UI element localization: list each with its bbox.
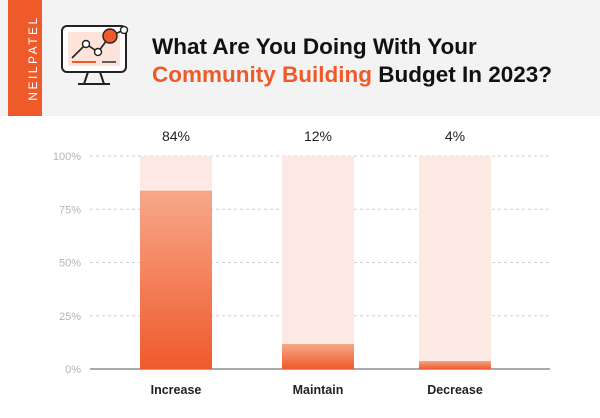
data-labels: 84% 12% 4% [162,128,465,144]
title-highlight: Community Building [152,62,372,87]
data-label: 4% [445,128,465,144]
bar [282,343,354,369]
bar-background [282,156,354,369]
bar [140,190,212,369]
bar-background [419,156,491,369]
category-label: Maintain [293,383,344,397]
brand-logo: NEILPATEL [26,15,40,101]
chart-title: What Are You Doing With Your Community B… [152,33,582,89]
bar-chart: 0% 25% 50% 75% 100% 84% 12% 4% Increase Maintai… [53,128,550,397]
y-axis-ticks: 0% 25% 50% 75% 100% [53,151,81,376]
title-rest: Budget In 2023? [371,62,553,87]
bar [419,360,491,369]
category-label: Decrease [427,383,483,397]
data-label: 84% [162,128,190,144]
category-label: Increase [151,383,202,397]
y-tick-label: 0% [65,364,81,376]
category-labels: Increase Maintain Decrease [151,383,483,397]
y-tick-label: 50% [59,258,81,270]
data-label: 12% [304,128,332,144]
title-line-1: What Are You Doing With Your [152,34,477,59]
analytics-monitor-icon [61,25,129,85]
y-tick-label: 100% [53,151,81,163]
brand-strip: NEILPATEL [8,0,42,116]
title-line-2: Community Building Budget In 2023? [152,61,582,89]
header: NEILPATEL What Are You Doing With Your C… [0,0,600,116]
bars [140,156,491,369]
y-tick-label: 75% [59,204,81,216]
y-tick-label: 25% [59,311,81,323]
